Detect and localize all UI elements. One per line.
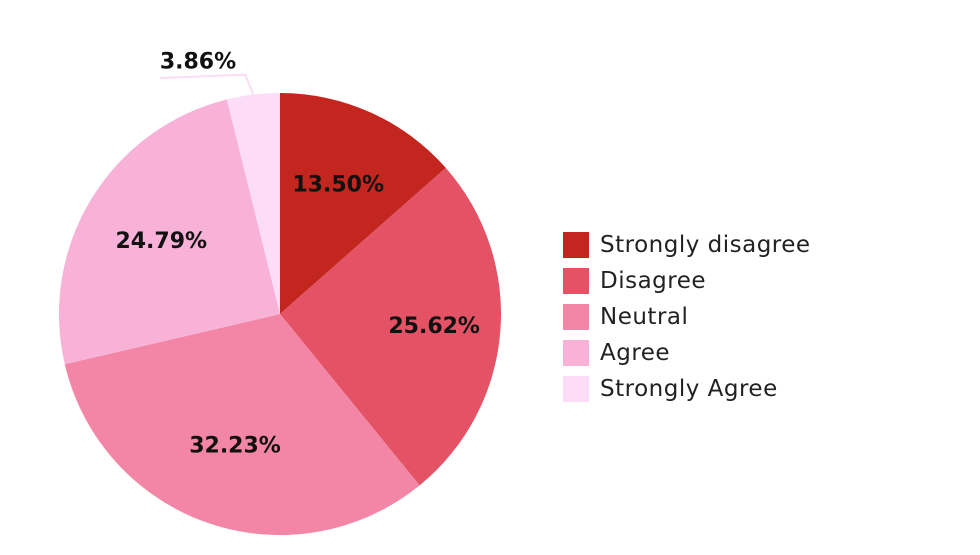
- legend-swatch: [563, 304, 589, 330]
- pie-slice-neutral: [64, 314, 420, 536]
- legend-label: Strongly Agree: [600, 376, 778, 402]
- pie-slice-disagree: [280, 167, 501, 486]
- legend-label: Agree: [600, 340, 671, 366]
- legend-label: Neutral: [600, 304, 689, 330]
- pie-slice-strongly-disagree: [280, 93, 446, 314]
- pie-slice-strongly-agree: [226, 93, 280, 314]
- slice-labels: 13.50% 25.62% 32.23% 24.79% 3.86%: [115, 50, 480, 459]
- legend-swatch: [563, 268, 589, 294]
- pie-slices: [58, 93, 501, 536]
- slice-label-strongly-agree: 3.86%: [160, 50, 236, 75]
- leader-lines: [159, 73, 255, 95]
- legend-swatch: [563, 232, 589, 258]
- legend-item-disagree: Disagree: [563, 263, 963, 299]
- legend: Strongly disagree Disagree Neutral Agree…: [563, 227, 963, 407]
- legend-item-strongly-agree: Strongly Agree: [563, 371, 963, 407]
- legend-swatch: [563, 340, 589, 366]
- legend-label: Strongly disagree: [600, 232, 811, 258]
- legend-swatch: [563, 376, 589, 402]
- legend-item-neutral: Neutral: [563, 299, 963, 335]
- leader-line-strongly-agree: [159, 73, 255, 95]
- slice-label-strongly-disagree: 13.50%: [292, 173, 384, 198]
- slice-label-disagree: 25.62%: [388, 314, 480, 339]
- legend-item-strongly-disagree: Strongly disagree: [563, 227, 963, 263]
- slice-label-neutral: 32.23%: [189, 433, 281, 458]
- pie-slice-agree: [58, 99, 280, 365]
- legend-item-agree: Agree: [563, 335, 963, 371]
- slice-label-agree: 24.79%: [115, 229, 207, 254]
- legend-label: Disagree: [600, 268, 707, 294]
